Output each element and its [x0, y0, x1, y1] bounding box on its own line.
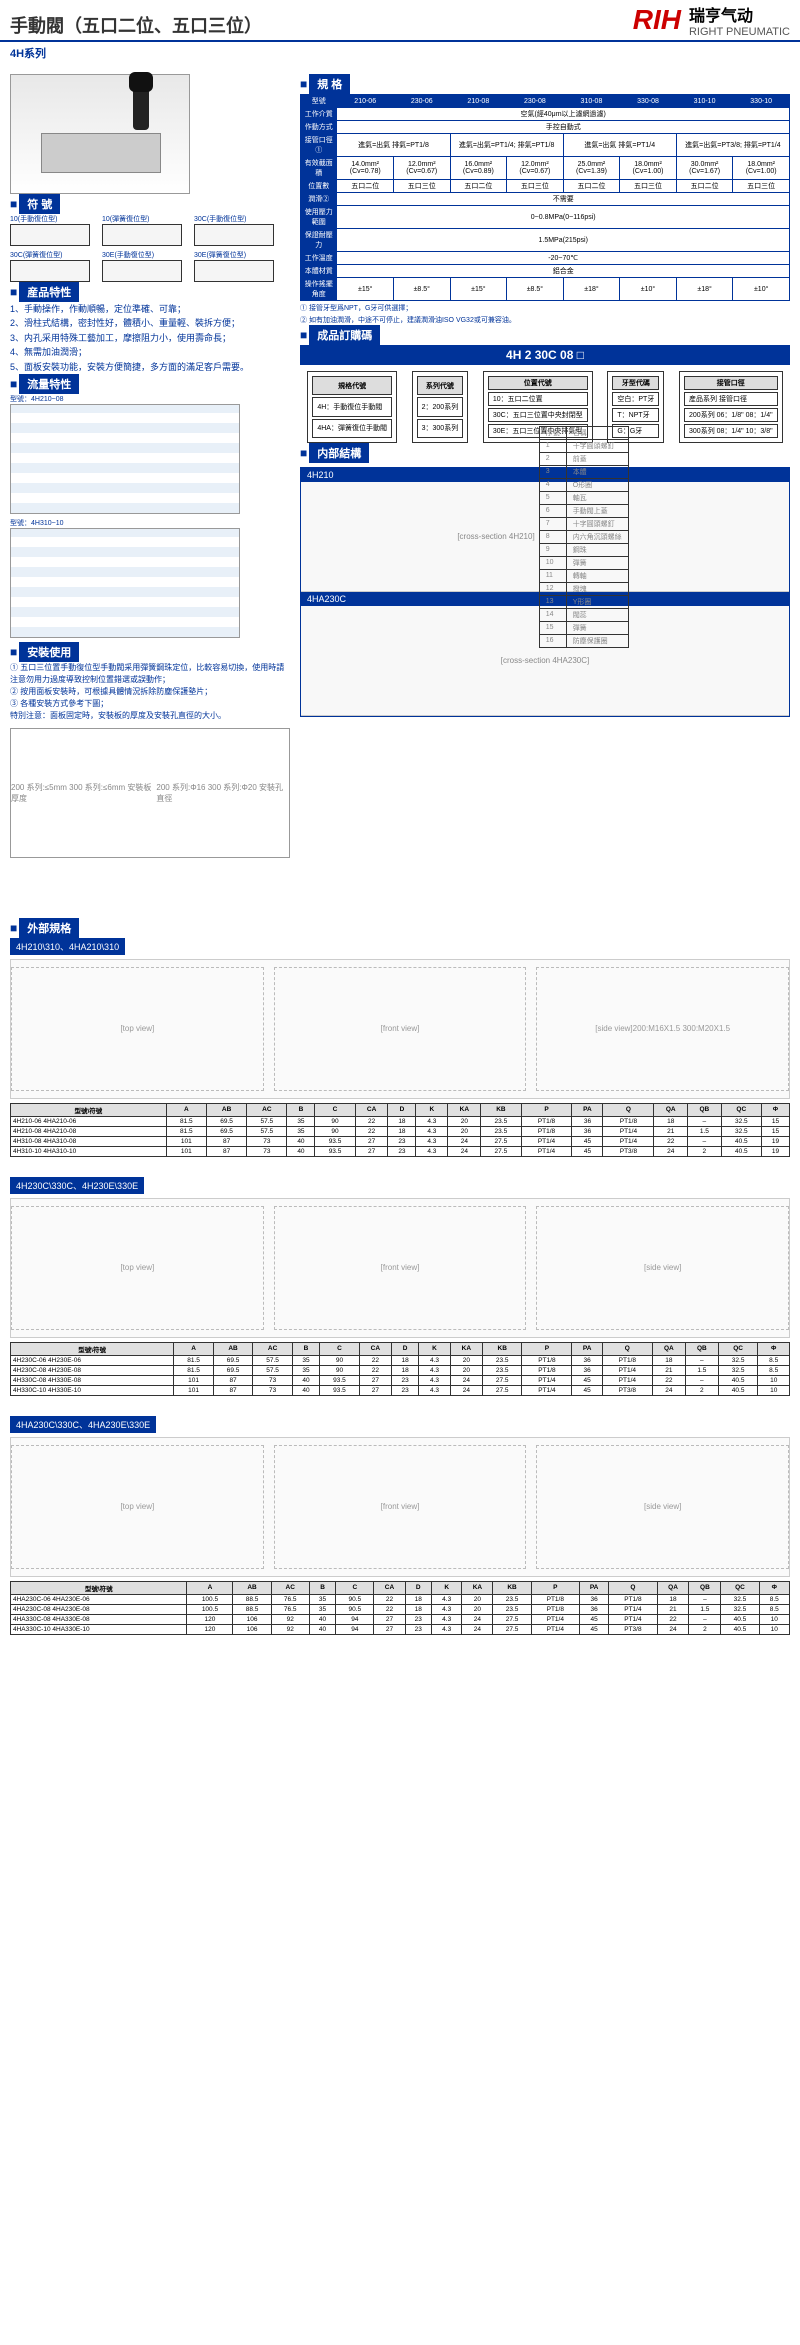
chart2-label: 型號：4H310~10 — [10, 518, 290, 528]
install-note-2: 200 系列:Φ16 300 系列:Φ20 安裝孔直徑 — [156, 782, 289, 804]
logo-cn: 瑞亨气动 — [689, 2, 790, 26]
ext-head-2: 4H230C\330C、4H230E\330E — [10, 1177, 144, 1194]
install-title: 安裝使用 — [19, 642, 79, 662]
flow-title: 流量特性 — [19, 374, 79, 394]
spec-note-1: ① 接管牙型爲NPT，G牙可供選擇； — [300, 303, 790, 313]
symbol-item: 10(手動復位型) — [10, 214, 90, 246]
dim-table-3: 型號\符號AABACBCCADKKAKBPPAQQAQBQCΦ4HA230C-0… — [10, 1581, 790, 1635]
features-list: 1、手動操作，作動順暢，定位準確、可靠；2、滑柱式結構，密封性好，體積小、重量輕… — [10, 302, 290, 374]
ext-head-3: 4HA230C\330C、4HA230E\330E — [10, 1416, 156, 1433]
install-note-1: 200 系列:≤5mm 300 系列:≤6mm 安裝板厚度 — [11, 782, 156, 804]
symbols-grid: 10(手動復位型) 10(彈簧復位型) 30C(手動復位型) 30C(彈簧復位型) 30… — [10, 214, 290, 282]
ext-section-1: 4H210\310、4HA210\310 [top view] [front v… — [10, 938, 790, 1157]
chart1-label: 型號：4H210~08 — [10, 394, 290, 404]
spec-title: 規 格 — [309, 74, 350, 94]
logo-mark: RIH — [633, 4, 681, 36]
dim-table-2: 型號\符號AABACBCCADKKAKBPPAQQAQBQCΦ4H230C-06… — [10, 1342, 790, 1396]
page-title: 手動閥（五口二位、五口三位） — [10, 12, 262, 38]
symbol-item: 30E(手動復位型) — [102, 250, 182, 282]
ext-drawings-3: [top view] [front view] [side view] — [10, 1437, 790, 1577]
install-diagram: 200 系列:≤5mm 300 系列:≤6mm 安裝板厚度 200 系列:Φ16… — [10, 728, 290, 858]
order-title: 成品訂購碼 — [309, 325, 380, 345]
struct-title: 内部結構 — [309, 443, 369, 463]
ext-head-1: 4H210\310、4HA210\310 — [10, 938, 125, 955]
flow-chart-2 — [10, 528, 240, 638]
spec-note-2: ② 如有加油潤滑，中途不可停止，建議潤滑油ISO VG32或可兼容油。 — [300, 315, 790, 325]
ext-section-3: 4HA230C\330C、4HA230E\330E [top view] [fr… — [10, 1416, 790, 1635]
symbol-item: 10(彈簧復位型) — [102, 214, 182, 246]
series-label: 4H系列 — [0, 42, 800, 64]
spec-table: 型號210-06230-06210-08230-08310-08330-0831… — [300, 94, 790, 301]
logo-en: RIGHT PNEUMATIC — [689, 26, 790, 38]
features-title: 産品特性 — [19, 282, 79, 302]
page-header: 手動閥（五口二位、五口三位） RIH 瑞亨气动 RIGHT PNEUMATIC — [0, 0, 800, 42]
install-text: ① 五口三位置手動復位型手動閥采用彈簧鋼珠定位，比較容易切換，使用時請注意勿用力… — [10, 662, 290, 722]
symbol-item: 30E(彈簧復位型) — [194, 250, 274, 282]
dim-table-1: 型號\符號AABACBCCADKKAKBPPAQQAQBQCΦ4H210-06 … — [10, 1103, 790, 1157]
order-code: 4H 2 30C 08 □ — [300, 345, 790, 365]
symbol-item: 30C(手動復位型) — [194, 214, 274, 246]
ext-section-2: 4H230C\330C、4H230E\330E [top view] [fron… — [10, 1177, 790, 1396]
parts-table: 序號名稱1十字圓頭螺釘2前蓋3本體4O形圈5軸瓦6手動閥上蓋7十字圓頭螺釘8内六… — [539, 426, 629, 648]
ext-drawings-2: [top view] [front view] [side view] — [10, 1198, 790, 1338]
symbols-title: 符 號 — [19, 194, 60, 214]
symbol-item: 30C(彈簧復位型) — [10, 250, 90, 282]
product-image — [10, 74, 190, 194]
struct-diagram-1: [cross-section 4H210] 序號名稱1十字圓頭螺釘2前蓋3本體4… — [301, 482, 789, 592]
external-title: 外部規格 — [19, 918, 79, 938]
flow-chart-1 — [10, 404, 240, 514]
logo: RIH 瑞亨气动 RIGHT PNEUMATIC — [633, 2, 790, 38]
ext-drawings-1: [top view] [front view] [side view] 200:… — [10, 959, 790, 1099]
